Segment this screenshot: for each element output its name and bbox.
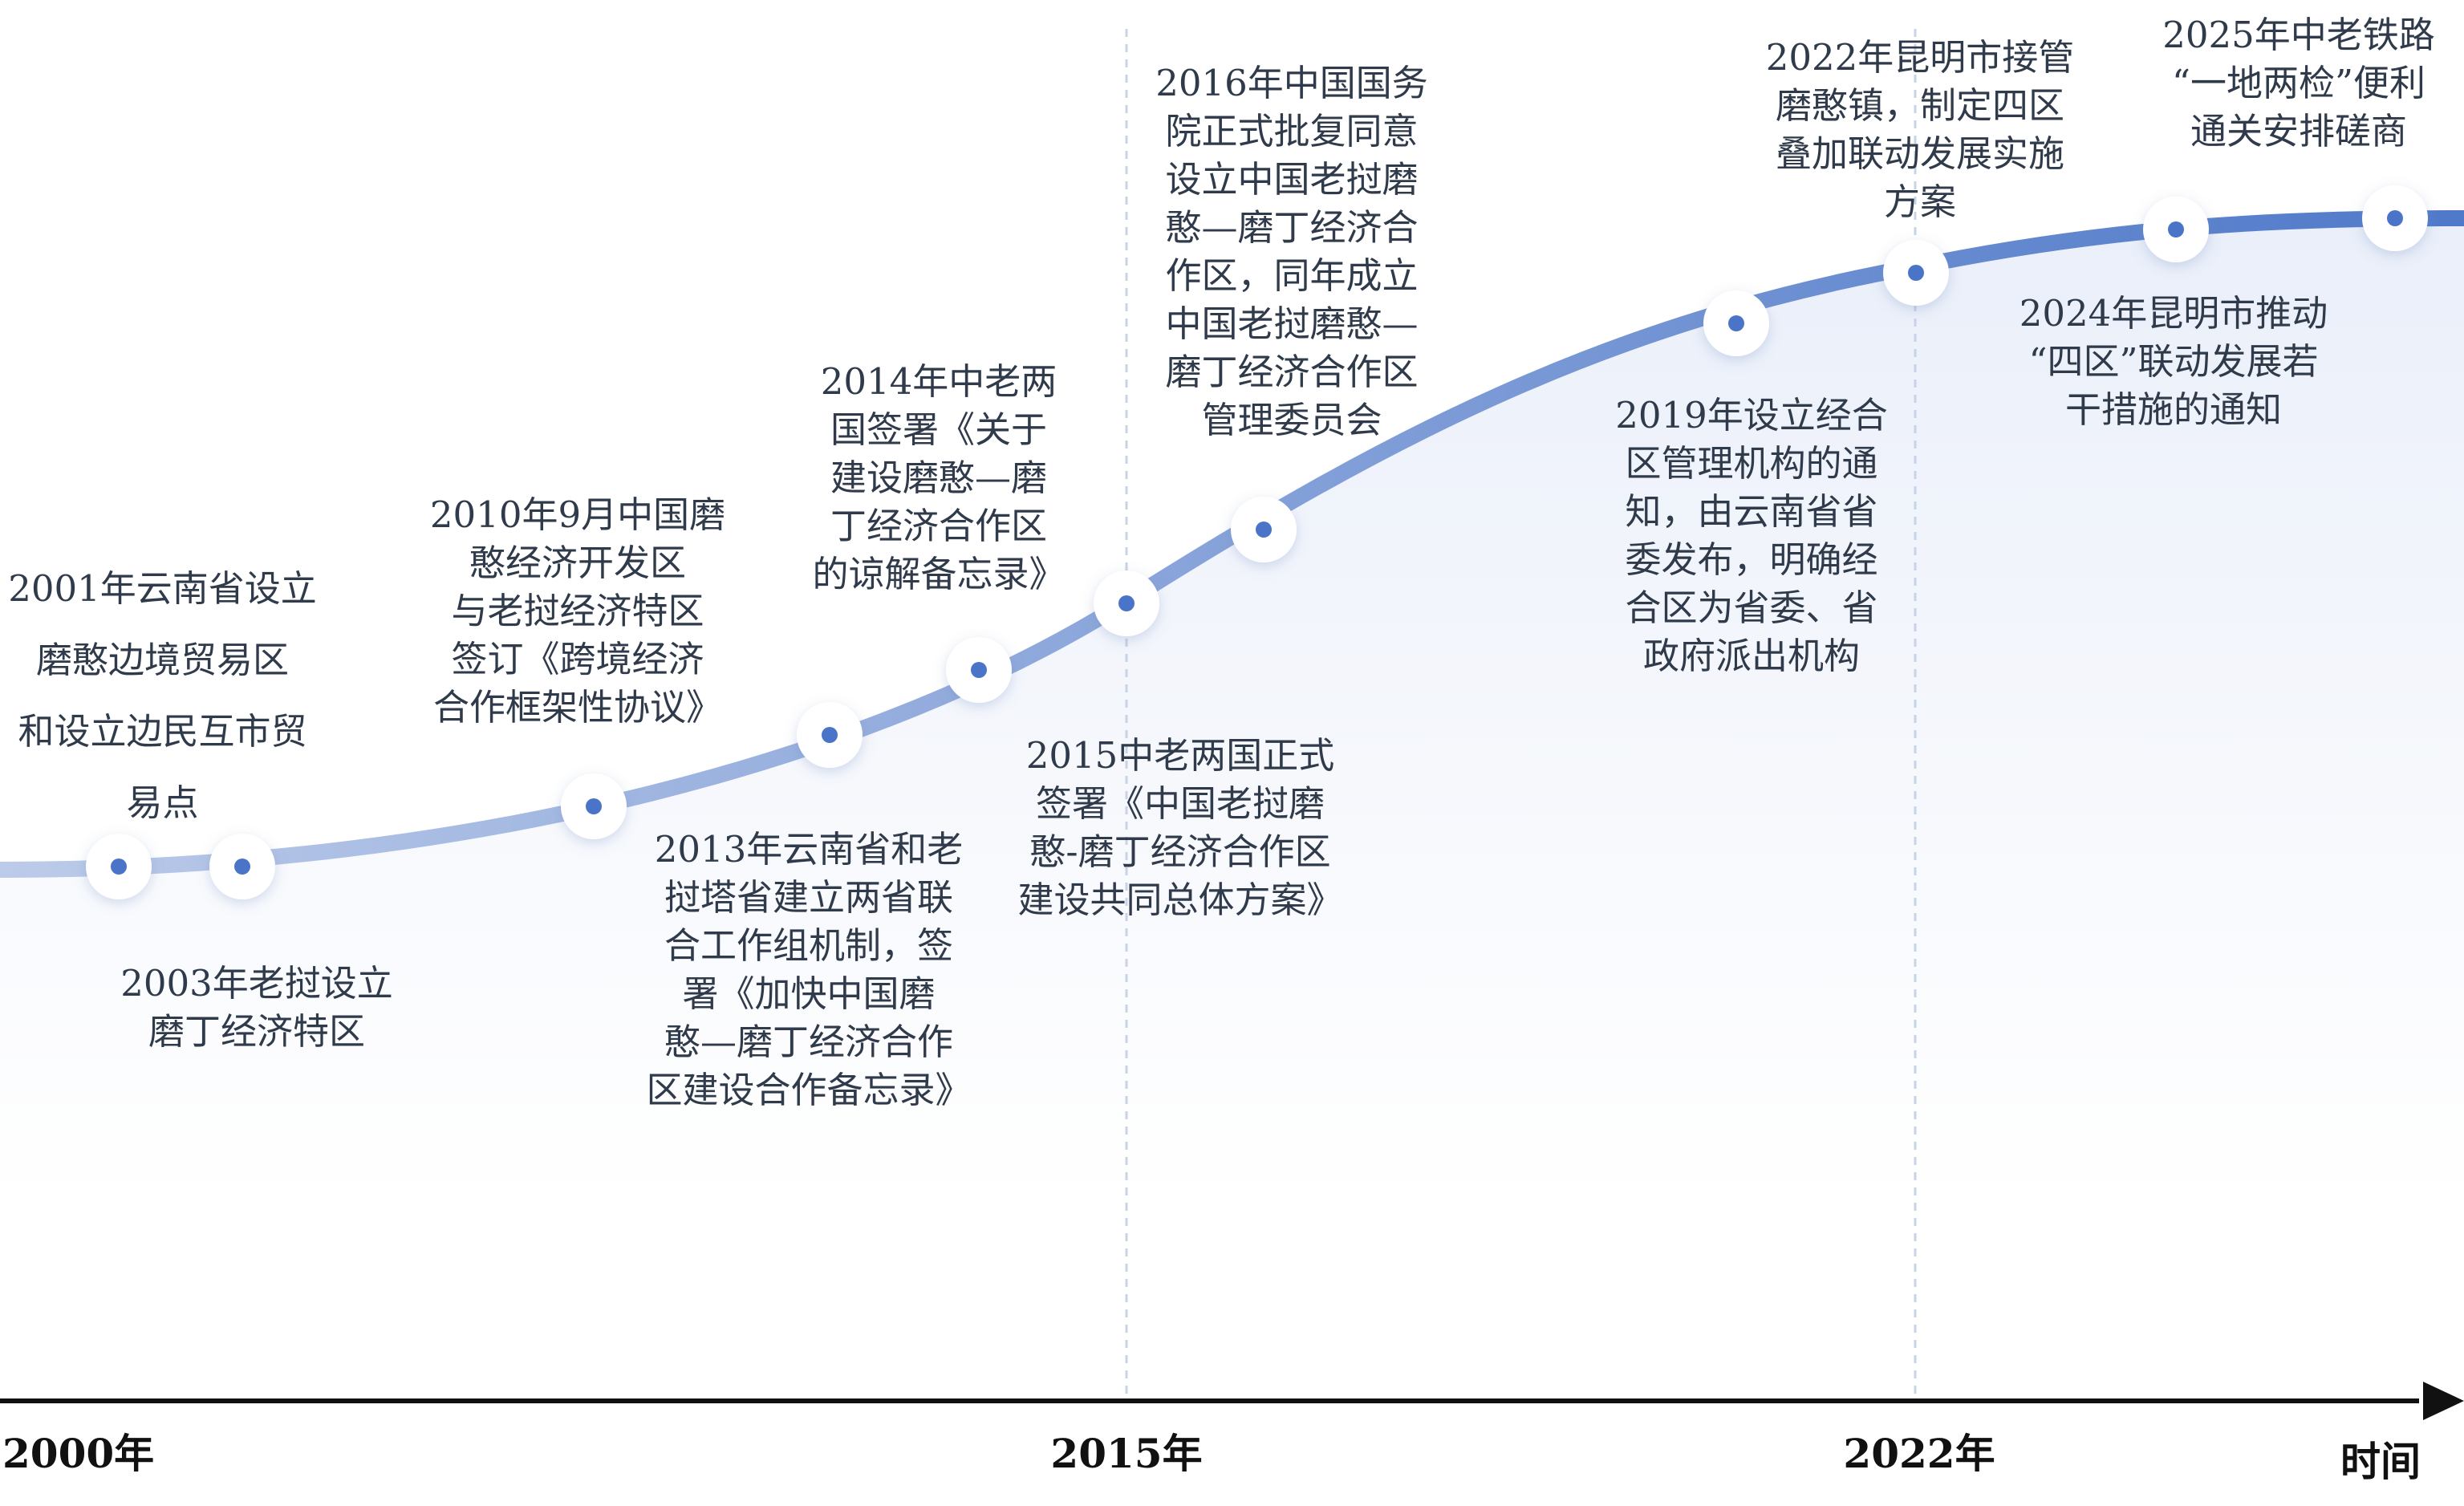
event-marker-2024	[2143, 197, 2209, 262]
event-marker-2019	[1703, 290, 1769, 356]
event-marker-2015	[1094, 570, 1159, 636]
event-marker-2014	[946, 637, 1012, 703]
axis-label-time: 时间	[2340, 1438, 2421, 1485]
event-label-2024: 2024年昆明市推动 “四区”联动发展若 干措施的通知	[2019, 292, 2328, 431]
event-label-2025: 2025年中老铁路 “一地两检”便利 通关安排磋商	[2162, 14, 2435, 152]
event-label-2022: 2022年昆明市接管 磨憨镇，制定四区 叠加联动发展实施 方案	[1765, 36, 2075, 223]
event-label-2003: 2003年老挝设立 磨丁经济特区	[120, 962, 393, 1053]
axis-label-2000: 2000年	[2, 1430, 155, 1477]
time-axis-arrowhead	[2423, 1382, 2464, 1420]
event-label-2014: 2014年中老两 国签署《关于 建设磨憨—磨 丁经济合作区 的谅解备忘录》	[812, 360, 1066, 595]
event-markers	[86, 185, 2428, 899]
event-label-2010: 2010年9月中国磨 憨经济开发区 与老挝经济特区 签订《跨境经济 合作框架性协…	[429, 493, 726, 729]
event-marker-2013	[797, 702, 863, 768]
event-marker-2025	[2362, 185, 2428, 251]
event-marker-2003	[209, 834, 275, 899]
event-marker-2001	[86, 834, 152, 899]
event-label-2015: 2015中老两国正式 签署《中国老挝磨 憨-磨丁经济合作区 建设共同总体方案》	[1017, 734, 1343, 921]
event-marker-2022	[1883, 240, 1949, 306]
area-under-curve	[0, 218, 2464, 1204]
axis-label-2022: 2022年	[1843, 1430, 1995, 1477]
event-label-2019: 2019年设立经合 区管理机构的通 知，由云南省省 委发布，明确经 合区为省委、…	[1615, 394, 1888, 677]
event-marker-2016	[1231, 497, 1297, 562]
event-label-2016: 2016年中国国务 院正式批复同意 设立中国老挝磨 憨—磨丁经济合 作区，同年成…	[1155, 62, 1428, 441]
event-label-2001: 2001年云南省设立 磨憨边境贸易区 和设立边民互市贸 易点	[8, 567, 317, 824]
event-label-2013: 2013年云南省和老 挝塔省建立两省联 合工作组机制，签 署《加快中国磨 憨—磨…	[646, 828, 972, 1111]
event-marker-2010	[561, 773, 627, 839]
axis-label-2015: 2015年	[1050, 1430, 1203, 1477]
